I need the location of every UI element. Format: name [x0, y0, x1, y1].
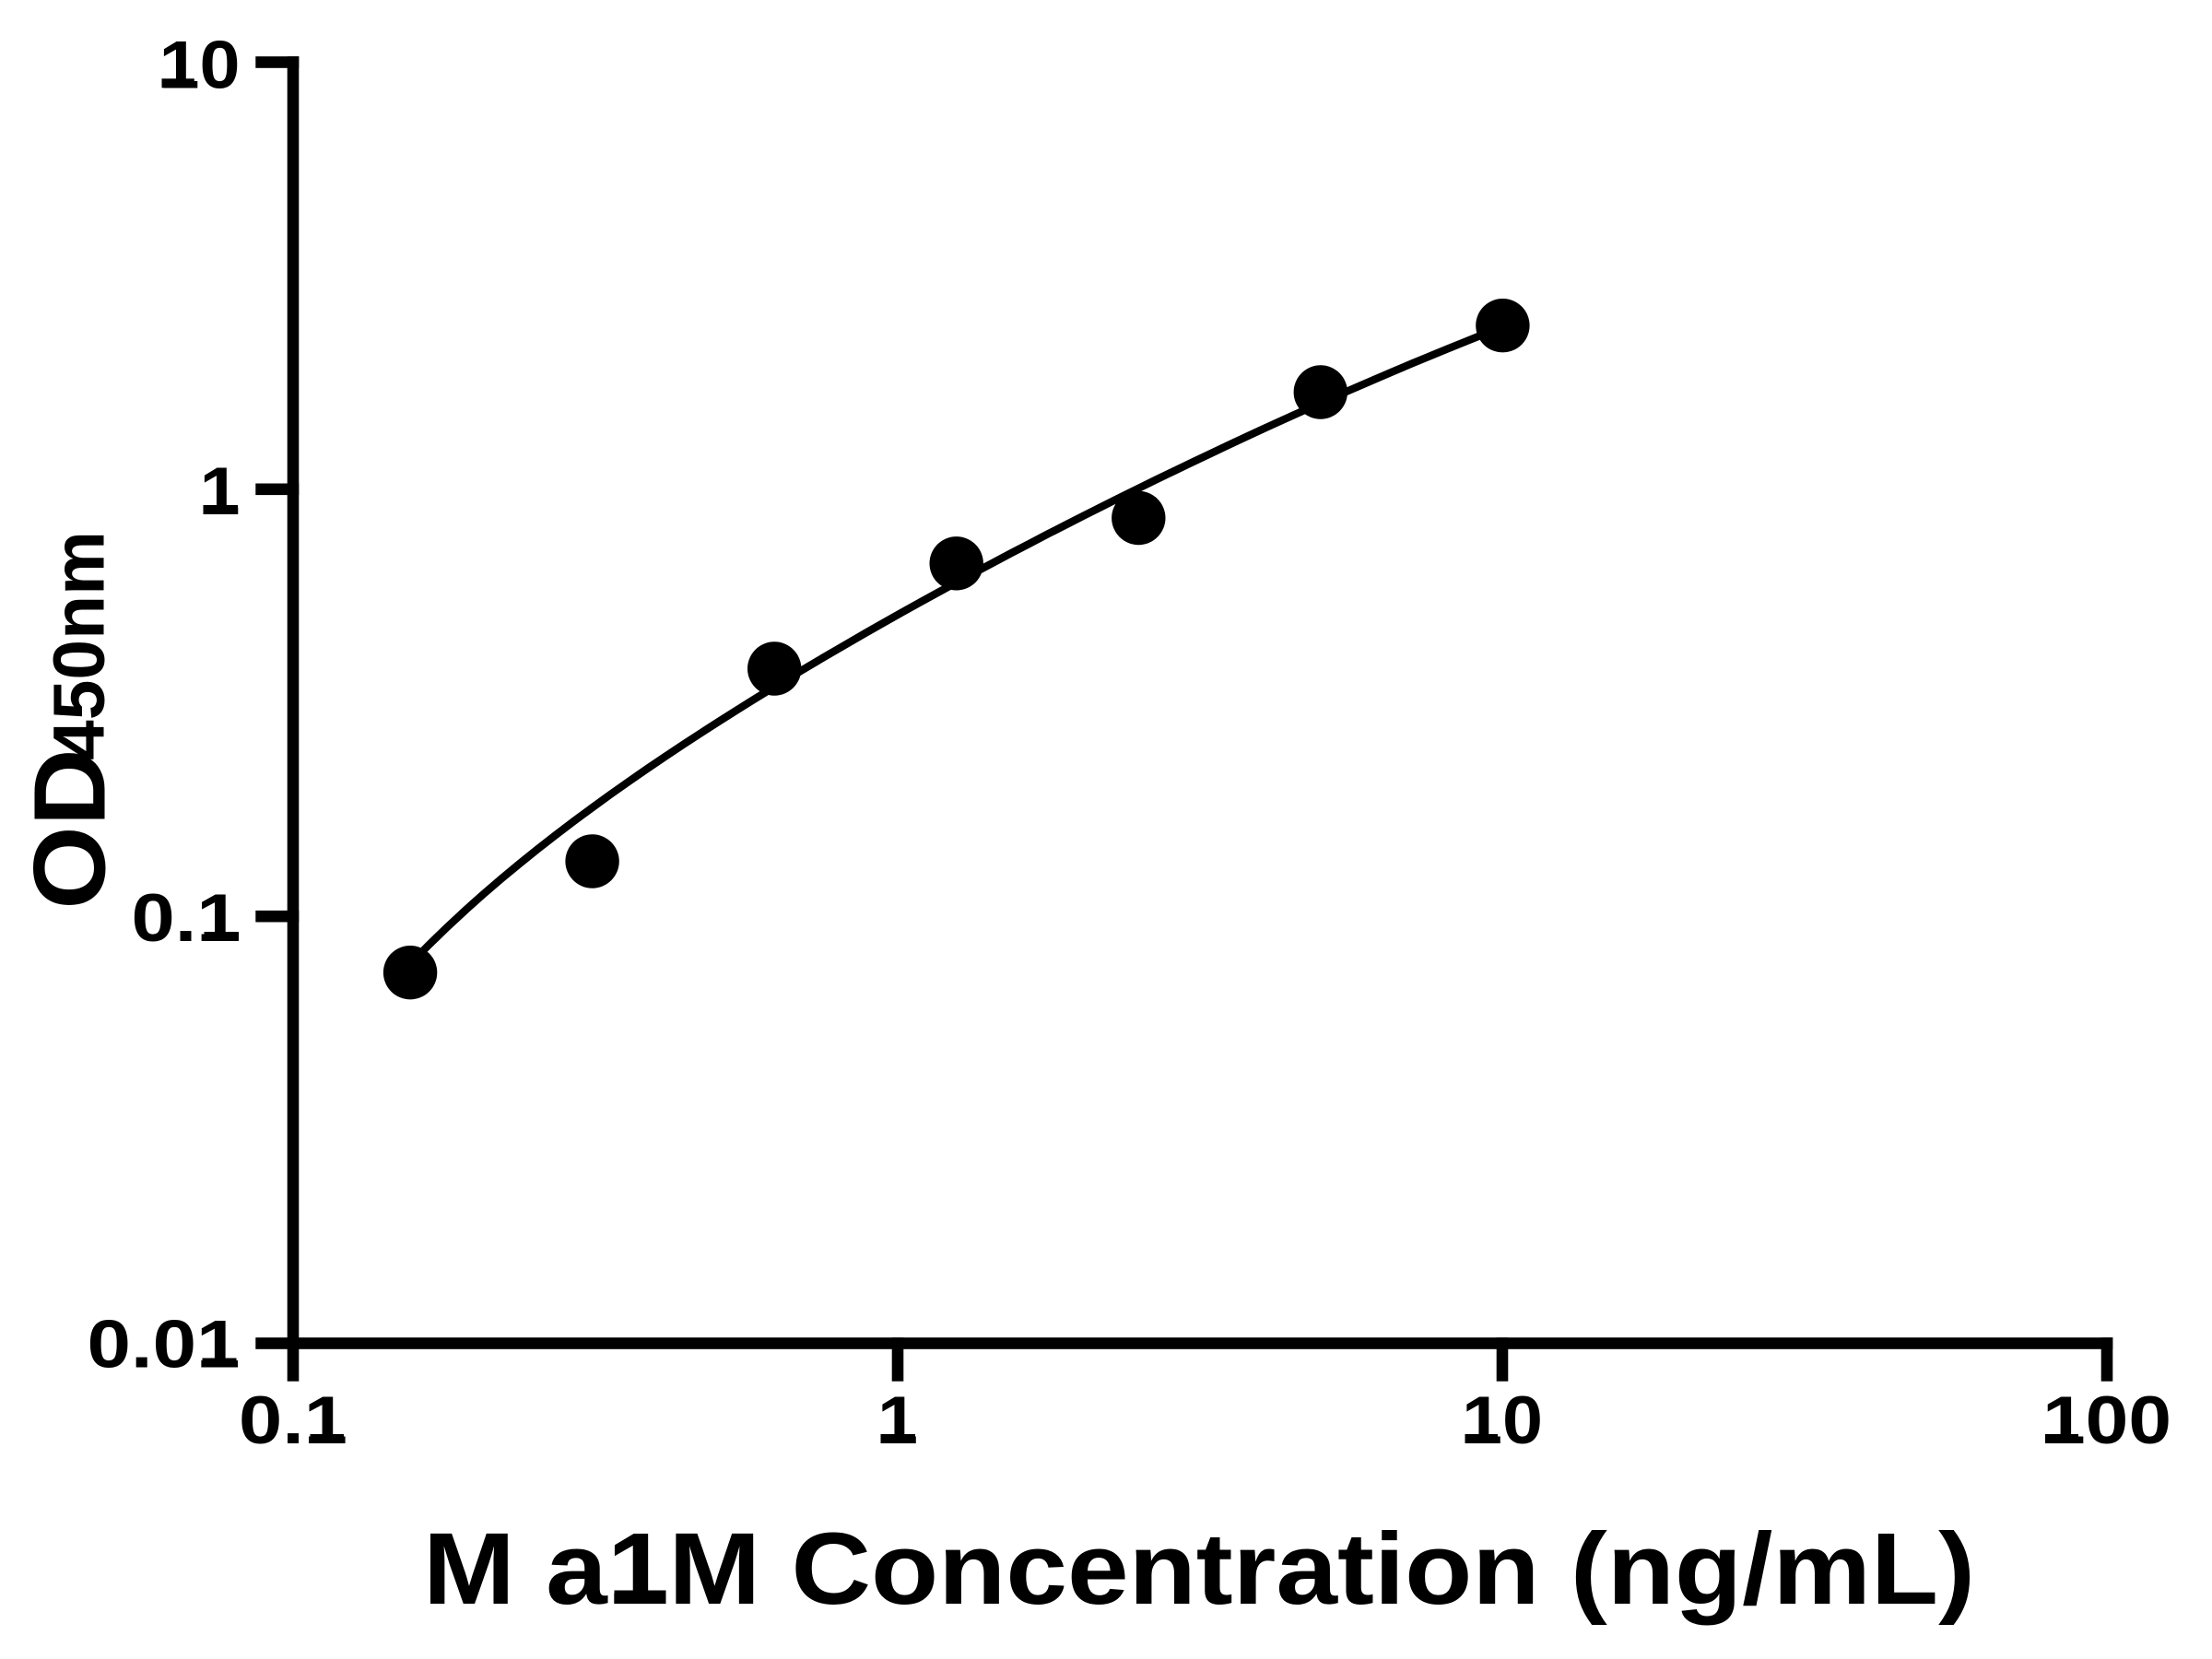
svg-text:1: 1 — [200, 453, 241, 529]
svg-text:0.1: 0.1 — [132, 879, 241, 956]
svg-text:0.01: 0.01 — [88, 1306, 241, 1382]
svg-text:OD: OD — [14, 748, 127, 910]
svg-text:M a1M Concentration (ng/mL): M a1M Concentration (ng/mL) — [423, 1512, 1975, 1626]
svg-text:0.1: 0.1 — [239, 1382, 347, 1458]
svg-text:10: 10 — [1462, 1382, 1543, 1458]
svg-text:10: 10 — [159, 26, 241, 102]
svg-text:100: 100 — [2042, 1382, 2171, 1458]
svg-text:1: 1 — [877, 1382, 918, 1458]
svg-text:450nm: 450nm — [38, 531, 120, 760]
